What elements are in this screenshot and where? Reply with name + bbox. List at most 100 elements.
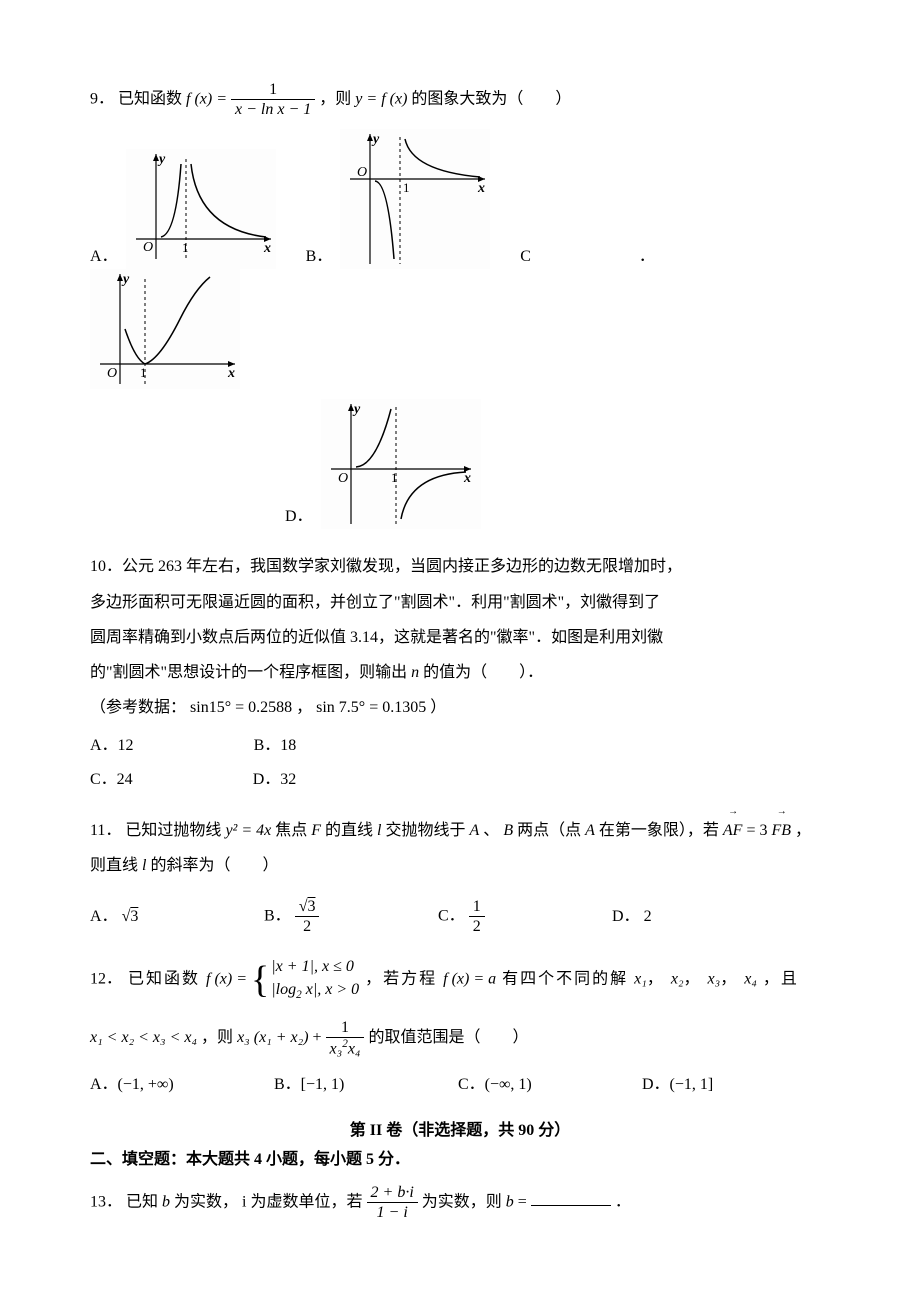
q9-number: 9． bbox=[90, 90, 114, 107]
q12-stem: 12． 已知函数 f (x) = { |x + 1|, x ≤ 0 |log2 … bbox=[90, 956, 830, 1003]
q12-eq: f (x) = a bbox=[443, 971, 496, 988]
q9-fx-lhs: f (x) = bbox=[186, 90, 227, 107]
q11-b-num-sqrt: 3 bbox=[307, 898, 315, 915]
q10-number: 10． bbox=[90, 558, 122, 575]
question-12: 12． 已知函数 f (x) = { |x + 1|, x ≤ 0 |log2 … bbox=[90, 956, 830, 1098]
q11-options: A． √3 B． √3 2 C． 1 2 D． 2 bbox=[90, 897, 830, 936]
blank-underline bbox=[531, 1205, 611, 1206]
q11-c-num: 1 bbox=[469, 897, 485, 917]
q9-stem: 9． 已知函数 f (x) = 1 x − ln x − 1 ，则 y = f … bbox=[90, 80, 830, 119]
q12-expr-x3: x₃ bbox=[237, 1029, 250, 1046]
q10-opt-c: C．24 bbox=[90, 767, 133, 793]
q13-b: b bbox=[162, 1193, 170, 1210]
q9-label-b: B． bbox=[306, 244, 333, 270]
q11-F: F bbox=[311, 822, 321, 839]
q11-l2: l bbox=[142, 857, 146, 874]
q12-frac-den: x₃2x₄ bbox=[326, 1038, 365, 1059]
q12-mid3: ，且 bbox=[763, 971, 799, 988]
q11-A: A bbox=[470, 822, 480, 839]
q11-d-label: D． bbox=[612, 908, 640, 925]
q12-x3: x₃ bbox=[708, 971, 721, 988]
q12-options: A．(−1, +∞) B．[−1, 1) C．(−∞, 1) D．(−1, 1] bbox=[90, 1072, 830, 1098]
svg-text:y: y bbox=[121, 272, 130, 287]
svg-text:x: x bbox=[477, 181, 485, 196]
q12-mid1: ，若方程 bbox=[365, 971, 443, 988]
q11-b-den: 2 bbox=[295, 917, 320, 936]
svg-text:O: O bbox=[143, 240, 153, 255]
section-2-subtitle: 二、填空题：本大题共 4 小题，每小题 5 分． bbox=[90, 1147, 830, 1173]
svg-text:O: O bbox=[107, 366, 117, 381]
q12-expr-paren: (x₁ + x₂) bbox=[254, 1029, 309, 1046]
q12-case2-post: x|, x > 0 bbox=[302, 981, 359, 998]
q11-stem: 11． 已知过抛物线 y² = 4x 焦点 F 的直线 l 交抛物线于 A 、 … bbox=[90, 813, 830, 848]
q10-opt-d: D．32 bbox=[253, 767, 297, 793]
q12-fx-lhs: f (x) = bbox=[206, 971, 251, 988]
q10-line3: 圆周率精确到小数点后两位的近似值 3.14，这就是著名的"徽率"．如图是利用刘徽 bbox=[90, 620, 830, 655]
q12-x4: x₄ bbox=[744, 971, 757, 988]
q11-c-label: C． bbox=[438, 907, 465, 924]
svg-text:x: x bbox=[463, 471, 471, 486]
left-brace-icon: { bbox=[251, 961, 269, 999]
q11-mid4: 两点（点 bbox=[517, 822, 585, 839]
q12-prefix: 已知函数 bbox=[128, 971, 206, 988]
q11-sep1: 、 bbox=[483, 822, 499, 839]
q13-frac: 2 + b·i 1 − i bbox=[367, 1183, 418, 1222]
q13-mid2: 为虚数单位，若 bbox=[251, 1193, 367, 1210]
q9-frac-den: x − ln x − 1 bbox=[231, 100, 315, 119]
q11-B: B bbox=[503, 822, 513, 839]
q12-sep3: ， bbox=[720, 971, 738, 988]
q9-fraction: 1 x − ln x − 1 bbox=[231, 80, 315, 119]
q12-line2-mid: ，则 bbox=[201, 1029, 237, 1046]
q9-option-c-graph-wrap: O 1 y x bbox=[90, 269, 240, 389]
q9-graph-b: O 1 y x bbox=[340, 129, 490, 269]
q11-c-den: 2 bbox=[469, 917, 485, 936]
q13-frac-num: 2 + b·i bbox=[367, 1183, 418, 1203]
q9-mid: ，则 bbox=[319, 90, 355, 107]
question-9: 9． 已知函数 f (x) = 1 x − ln x − 1 ，则 y = f … bbox=[90, 80, 830, 529]
svg-text:1: 1 bbox=[391, 470, 398, 485]
svg-text:O: O bbox=[338, 471, 348, 486]
q11-opt-c: C． 1 2 bbox=[438, 897, 608, 936]
q12-ineq: x₁ < x₂ < x₃ < x₄ bbox=[90, 1029, 197, 1046]
q12-expr-plus: + bbox=[313, 1029, 326, 1046]
q12-line2: x₁ < x₂ < x₃ < x₄ ，则 x₃ (x₁ + x₂) + 1 x₃… bbox=[90, 1018, 830, 1059]
q11-vec-AF: AF bbox=[723, 813, 743, 848]
q9-graph-c: O 1 y x bbox=[90, 269, 240, 389]
q10-line1: 公元 263 年左右，我国数学家刘徽发现，当圆内接正多边形的边数无限增加时， bbox=[122, 558, 682, 575]
q11-line2-suffix: 的斜率为（ ） bbox=[150, 857, 278, 874]
q9-label-d: D． bbox=[285, 504, 313, 530]
q11-mid1: 焦点 bbox=[275, 822, 311, 839]
q11-comma: ， bbox=[795, 822, 811, 839]
q13-i: i bbox=[242, 1193, 246, 1210]
q11-number: 11． bbox=[90, 822, 121, 839]
q12-case2: |log2 x|, x > 0 bbox=[271, 979, 359, 1004]
svg-text:x: x bbox=[263, 241, 271, 256]
q12-piecewise: { |x + 1|, x ≤ 0 |log2 x|, x > 0 bbox=[251, 956, 359, 1003]
q11-mid2: 的直线 bbox=[325, 822, 377, 839]
q11-mid3: 交抛物线于 bbox=[386, 822, 470, 839]
q12-cases: |x + 1|, x ≤ 0 |log2 x|, x > 0 bbox=[271, 956, 359, 1003]
svg-text:y: y bbox=[352, 402, 361, 417]
q10-ref-prefix: （参考数据： bbox=[90, 699, 186, 716]
q11-a-label: A． bbox=[90, 908, 118, 925]
q11-prefix: 已知过抛物线 bbox=[125, 822, 225, 839]
q10-line2: 多边形面积可无限逼近圆的面积，并创立了"割圆术"．利用"割圆术"，刘徽得到了 bbox=[90, 585, 830, 620]
q12-frac-num: 1 bbox=[326, 1018, 365, 1038]
svg-text:1: 1 bbox=[403, 180, 410, 195]
svg-text:O: O bbox=[357, 165, 367, 180]
q11-mid5: 在第一象限），若 bbox=[599, 822, 723, 839]
q9-yeq: y = f (x) bbox=[355, 90, 407, 107]
q11-b-num: √3 bbox=[295, 897, 320, 917]
q13-frac-den: 1 − i bbox=[367, 1203, 418, 1222]
q10-line4-suffix: 的值为（ ）． bbox=[419, 664, 543, 681]
q12-sep2: ， bbox=[684, 971, 702, 988]
svg-text:y: y bbox=[157, 152, 166, 167]
q13-prefix: 已知 bbox=[126, 1193, 162, 1210]
svg-text:1: 1 bbox=[140, 365, 147, 380]
q12-den-x4: x₄ bbox=[348, 1040, 361, 1057]
q11-vec-FB: FB bbox=[771, 813, 791, 848]
q10-ref1: sin15° = 0.2588 bbox=[190, 699, 292, 716]
q13-mid3: 为实数，则 bbox=[422, 1193, 506, 1210]
q9-dot-c: ． bbox=[639, 244, 655, 270]
q11-c-frac: 1 2 bbox=[469, 897, 485, 936]
